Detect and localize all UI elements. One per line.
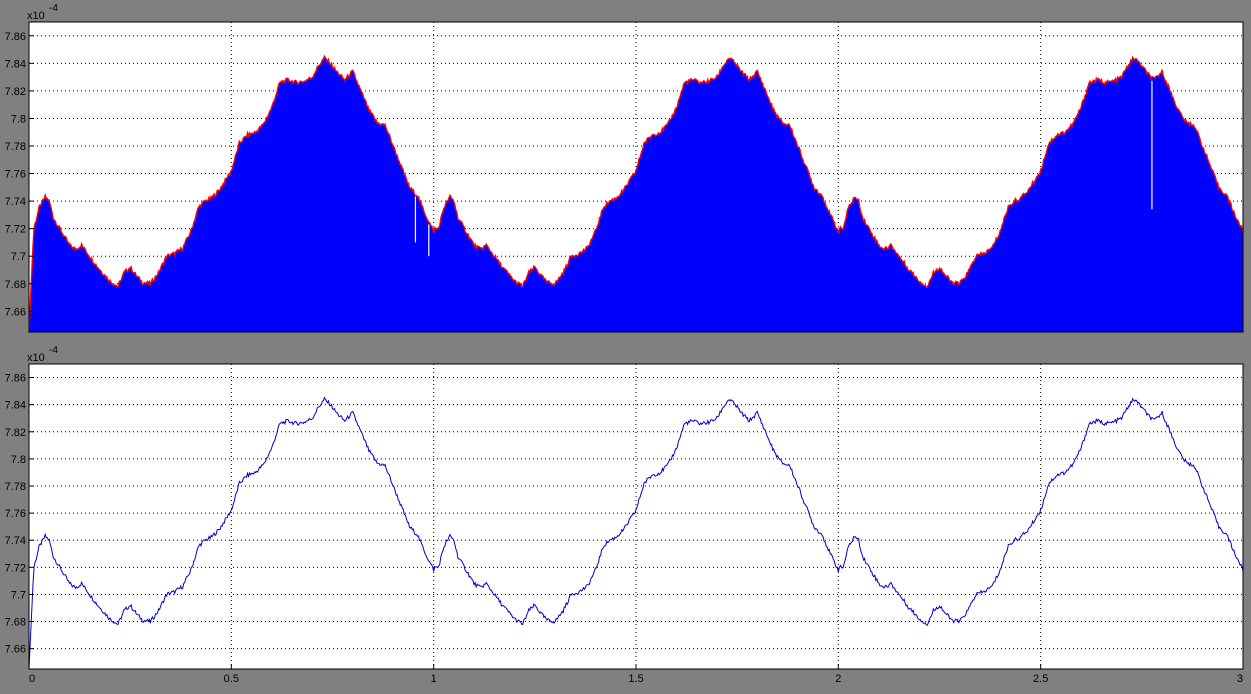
top-area-chart: 7.66 7.68 7.7 7.72 7.74 7.76 7.78 7.8 7.82 7.84 7.… <box>5 3 1244 333</box>
x-tick-label: 1.5 <box>628 673 643 685</box>
y-exponent-label: x10 <box>27 352 45 364</box>
area-fill <box>29 56 1243 332</box>
y-tick-label: 7.84 <box>5 58 26 70</box>
y-tick-label: 7.74 <box>5 535 26 547</box>
y-tick-label: 7.7 <box>11 251 26 263</box>
x-tick-label: 1 <box>431 673 437 685</box>
y-tick-label: 7.7 <box>11 589 26 601</box>
y-tick-label: 7.78 <box>5 481 26 493</box>
axes-border <box>28 21 1244 333</box>
x-tick-label: 3 <box>1237 673 1243 685</box>
y-tick-label: 7.72 <box>5 562 26 574</box>
y-tick-label: 7.82 <box>5 86 26 98</box>
y-tick-label: 7.76 <box>5 169 26 181</box>
y-tick-label: 7.84 <box>5 400 26 412</box>
x-tick-label: 0.5 <box>224 673 239 685</box>
y-tick-label: 7.66 <box>5 644 26 656</box>
y-tick-label: 7.68 <box>5 617 26 629</box>
y-tick-label: 7.72 <box>5 224 26 236</box>
y-exponent-power: -4 <box>49 345 58 356</box>
y-exponent-label: x10 <box>27 10 45 22</box>
grid <box>29 364 1243 669</box>
y-tick-label: 7.8 <box>11 454 26 466</box>
y-tick-label: 7.8 <box>11 113 26 125</box>
y-tick-label: 7.82 <box>5 427 26 439</box>
area-edge <box>29 54 1243 332</box>
y-tick-label: 7.74 <box>5 196 26 208</box>
x-tick-label: 2.5 <box>1033 673 1048 685</box>
y-tick-label: 7.66 <box>5 306 26 318</box>
y-exponent-power: -4 <box>49 3 58 14</box>
y-tick-label: 7.86 <box>5 31 26 43</box>
x-tick-label: 0 <box>29 673 35 685</box>
y-tick-label: 7.76 <box>5 508 26 520</box>
y-tick-label: 7.78 <box>5 141 26 153</box>
series-line <box>29 396 1243 669</box>
y-tick-label: 7.68 <box>5 279 26 291</box>
y-tick-label: 7.86 <box>5 373 26 385</box>
x-tick-label: 2 <box>835 673 841 685</box>
bottom-line-chart: 7.66 7.68 7.7 7.72 7.74 7.76 7.78 7.8 7.82 7.84 7.… <box>5 345 1244 685</box>
